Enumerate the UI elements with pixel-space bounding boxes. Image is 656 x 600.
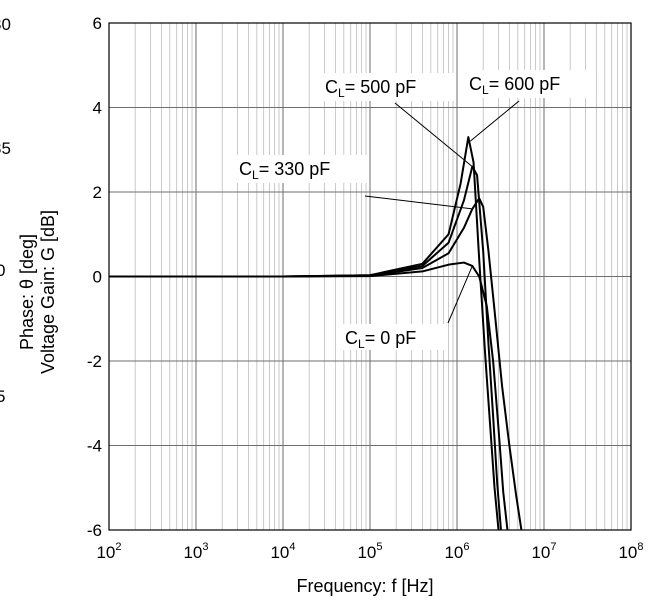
x-tick-label: 104 bbox=[270, 541, 295, 562]
leader-line bbox=[447, 265, 473, 324]
y-tick-label: 2 bbox=[93, 183, 102, 202]
annotation-subscript: L bbox=[358, 337, 365, 351]
left-partial-label: 35 bbox=[0, 139, 11, 158]
y-tick-label: -4 bbox=[87, 437, 102, 456]
x-tick-label: 103 bbox=[183, 541, 208, 562]
annotation-cl-0pf: CL= 0 pF bbox=[345, 328, 416, 351]
annotation-suffix: = 600 pF bbox=[489, 74, 561, 94]
x-tick-label: 107 bbox=[531, 541, 556, 562]
y-tick-label: -6 bbox=[87, 521, 102, 540]
x-tick-base: 10 bbox=[357, 543, 376, 562]
x-tick-exponent: 3 bbox=[202, 541, 208, 553]
left-partial-label: 0 bbox=[0, 261, 5, 280]
x-tick-base: 10 bbox=[618, 543, 637, 562]
x-tick-label: 102 bbox=[96, 541, 121, 562]
y-tick-label: -2 bbox=[87, 352, 102, 371]
y-axis-title-line-1: Phase: θ [deg] bbox=[17, 234, 37, 350]
x-tick-exponent: 7 bbox=[550, 541, 556, 553]
x-tick-base: 10 bbox=[531, 543, 550, 562]
annotation-subscript: L bbox=[338, 86, 345, 100]
leader-line bbox=[470, 100, 520, 142]
annotation-bg bbox=[236, 155, 368, 183]
y-axis-title: Phase: θ [deg] Voltage Gain: G [dB] bbox=[17, 210, 58, 374]
x-tick-exponent: 2 bbox=[115, 541, 121, 553]
annotation-bg bbox=[322, 73, 456, 101]
leader-line bbox=[394, 102, 473, 168]
annotation-subscript: L bbox=[252, 168, 259, 182]
y-axis-title-line-2: Voltage Gain: G [dB] bbox=[38, 210, 58, 374]
annotation-bg bbox=[342, 324, 446, 350]
curve-annotations: CL= 0 pF CL= 330 pF CL= 500 pF CL= 600 p… bbox=[236, 70, 596, 351]
gain-curve bbox=[109, 261, 509, 531]
annotation-suffix: = 500 pF bbox=[345, 77, 417, 97]
x-tick-label: 108 bbox=[618, 541, 643, 562]
x-tick-base: 10 bbox=[96, 543, 115, 562]
gain-curve bbox=[109, 197, 523, 531]
annotation-cl-600pf: CL= 600 pF bbox=[469, 74, 560, 97]
x-tick-label: 106 bbox=[444, 541, 469, 562]
x-tick-exponent: 4 bbox=[289, 541, 295, 553]
x-tick-exponent: 8 bbox=[637, 541, 643, 553]
leader-line bbox=[364, 195, 473, 210]
x-tick-label: 105 bbox=[357, 541, 382, 562]
annotation-subscript: L bbox=[482, 83, 489, 97]
gain-curves bbox=[109, 136, 523, 531]
annotation-prefix: C bbox=[239, 159, 252, 179]
left-partial-label: 30 bbox=[0, 15, 11, 34]
annotation-leaders bbox=[364, 100, 520, 324]
x-tick-exponent: 6 bbox=[463, 541, 469, 553]
x-tick-exponent: 5 bbox=[376, 541, 382, 553]
annotation-bg bbox=[466, 70, 596, 98]
annotation-suffix: = 0 pF bbox=[365, 328, 417, 348]
annotation-cl-500pf: CL= 500 pF bbox=[325, 77, 416, 100]
x-tick-base: 10 bbox=[444, 543, 463, 562]
x-tick-base: 10 bbox=[270, 543, 289, 562]
gain-curve bbox=[109, 136, 500, 531]
left-partial-label: 5 bbox=[0, 387, 5, 406]
x-tick-base: 10 bbox=[183, 543, 202, 562]
annotation-cl-330pf: CL= 330 pF bbox=[239, 159, 330, 182]
annotation-prefix: C bbox=[469, 74, 482, 94]
left-axis-partial-labels: 30 35 0 5 bbox=[0, 15, 11, 406]
x-axis-title: Frequency: f [Hz] bbox=[296, 576, 433, 596]
annotation-prefix: C bbox=[345, 328, 358, 348]
annotation-suffix: = 330 pF bbox=[259, 159, 331, 179]
annotation-prefix: C bbox=[325, 77, 338, 97]
y-tick-label: 6 bbox=[93, 14, 102, 33]
y-tick-label: 4 bbox=[93, 99, 102, 118]
y-tick-label: 0 bbox=[93, 268, 102, 287]
